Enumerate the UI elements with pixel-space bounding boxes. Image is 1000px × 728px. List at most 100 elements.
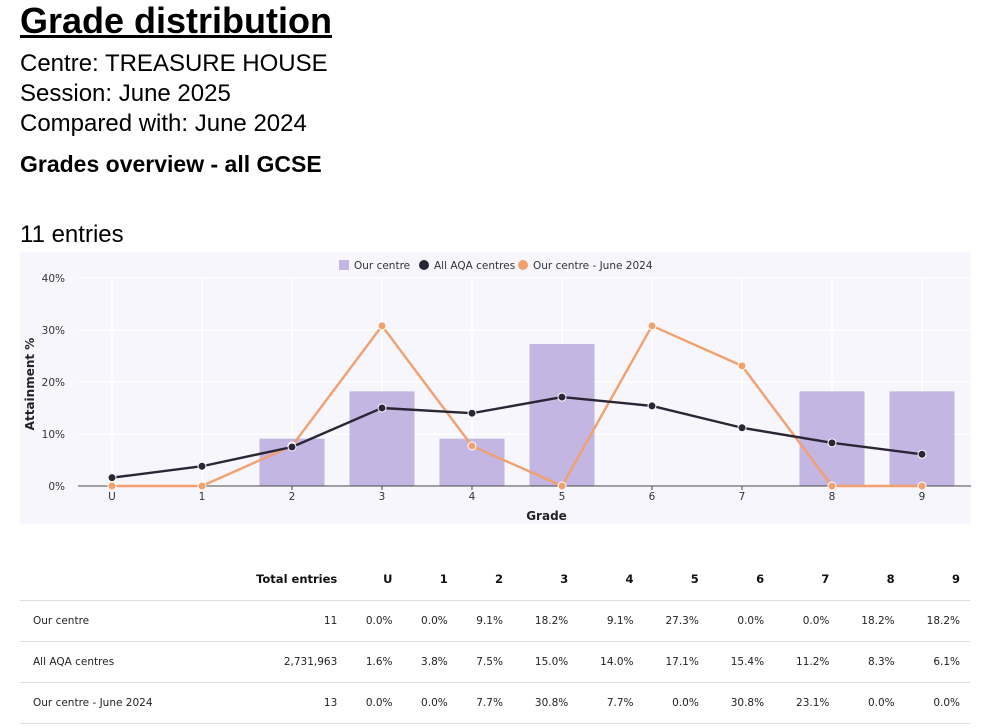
- table-cell: 0.0%: [708, 600, 775, 642]
- x-tick-label: 4: [469, 491, 476, 503]
- table-row: All AQA centres 2,731,963 1.6% 3.8% 7.5% 15.0…: [20, 641, 970, 683]
- table-cell: 17.1%: [643, 641, 709, 683]
- table-cell: 7.7%: [457, 682, 513, 724]
- section-heading: Grades overview - all GCSE: [20, 151, 322, 177]
- table-cell: 0.0%: [347, 600, 403, 642]
- y-axis-title: Attainment %: [23, 338, 37, 431]
- all-aqa-point: [107, 473, 117, 483]
- x-tick-label: 2: [289, 491, 296, 503]
- table-cell: 30.8%: [512, 682, 579, 724]
- page-title: Grade distribution: [20, 0, 333, 41]
- table-cell: 0.0%: [347, 682, 403, 724]
- session-label: Session: June 2025: [20, 80, 231, 107]
- y-tick-label: 20%: [42, 377, 65, 389]
- june-2024-line: [112, 324, 922, 488]
- header-cell: U: [347, 558, 403, 601]
- all-aqa-line: [111, 395, 923, 479]
- legend-label: All AQA centres: [434, 260, 515, 272]
- x-tick-label: 6: [649, 491, 656, 503]
- table-cell: 18.2%: [904, 600, 970, 642]
- table-cell: 0.0%: [839, 682, 905, 724]
- x-axis-title: Grade: [526, 509, 567, 523]
- all-aqa-point: [287, 442, 297, 452]
- header-cell: 7: [774, 558, 840, 601]
- table-cell: 8.3%: [839, 641, 905, 683]
- table-cell: 15.4%: [708, 641, 775, 683]
- row-label: All AQA centres: [20, 641, 210, 683]
- header-cell: 8: [839, 558, 905, 601]
- header-cell: 4: [578, 558, 644, 601]
- table-cell: 14.0%: [578, 641, 644, 683]
- legend-bar-swatch: [339, 260, 349, 270]
- june-2024-point: [197, 481, 207, 491]
- all-aqa-point: [827, 438, 837, 448]
- y-tick-label: 30%: [42, 325, 65, 337]
- june-2024-point: [467, 441, 477, 451]
- table-cell: 0.0%: [402, 600, 458, 642]
- compared-label: Compared with: June 2024: [20, 110, 307, 137]
- x-tick-label: 9: [919, 491, 926, 503]
- june-2024-point: [107, 481, 117, 491]
- table-cell: 3.8%: [402, 641, 458, 683]
- x-tick-label: 1: [199, 491, 206, 503]
- y-tick-label: 40%: [42, 273, 65, 285]
- all-aqa-point: [467, 408, 477, 418]
- table-row: Our centre 11 0.0% 0.0% 9.1% 18.2% 9.1% 27.3% 0.…: [20, 600, 970, 642]
- all-aqa-point: [737, 423, 747, 433]
- legend-prev-swatch: [518, 260, 528, 270]
- june-2024-point: [917, 481, 927, 491]
- all-aqa-point: [557, 392, 567, 402]
- grade-chart: 0% 10% 20% 30% 40% U 1 2 3 4 5 6 7 8 9 Grade Attainment …: [20, 252, 971, 524]
- bar-our-centre: [889, 391, 955, 486]
- header-cell: 5: [643, 558, 709, 601]
- table-cell: 27.3%: [643, 600, 709, 642]
- table-cell: 18.2%: [839, 600, 905, 642]
- table-cell: 7.7%: [578, 682, 644, 724]
- all-aqa-point: [197, 461, 207, 471]
- header-cell: 3: [512, 558, 579, 601]
- june-2024-point: [737, 361, 747, 371]
- table-cell: 18.2%: [512, 600, 579, 642]
- header-cell: Total entries: [210, 558, 348, 601]
- table-cell: 0.0%: [904, 682, 970, 724]
- all-aqa-point: [377, 403, 387, 413]
- header-cell-empty: [20, 558, 210, 601]
- bar-our-centre: [529, 344, 595, 486]
- table-cell: 9.1%: [578, 600, 644, 642]
- y-tick-label: 10%: [42, 429, 65, 441]
- table-cell: 11.2%: [774, 641, 840, 683]
- table-body: Our centre 11 0.0% 0.0% 9.1% 18.2% 9.1% 27.3% 0.…: [20, 600, 970, 724]
- table-cell: 1.6%: [347, 641, 403, 683]
- table-cell: 13: [210, 682, 348, 724]
- june-2024-point: [557, 481, 567, 491]
- row-label: Our centre - June 2024: [20, 682, 210, 724]
- grades-table: Total entries U 1 2 3 4 5 6 7 8 9 Our centre 11 0.0%…: [20, 558, 970, 724]
- x-tick-label: 7: [739, 491, 746, 503]
- x-tick-label: 3: [379, 491, 386, 503]
- table-cell: 0.0%: [402, 682, 458, 724]
- all-aqa-point: [647, 401, 657, 411]
- y-tick-label: 0%: [48, 481, 65, 493]
- table-cell: 23.1%: [774, 682, 840, 724]
- x-tick-label: 8: [829, 491, 836, 503]
- all-aqa-point: [917, 449, 927, 459]
- chart-legend: Our centre All AQA centres Our centre - Ju…: [339, 260, 653, 272]
- table-cell: 2,731,963: [210, 641, 348, 683]
- header-cell: 6: [708, 558, 775, 601]
- x-tick-label: U: [108, 491, 116, 503]
- centre-label: Centre: TREASURE HOUSE: [20, 50, 328, 77]
- table-header-row: Total entries U 1 2 3 4 5 6 7 8 9: [20, 558, 970, 601]
- legend-aqa-swatch: [419, 260, 429, 270]
- legend-label: Our centre - June 2024: [533, 260, 653, 272]
- table-cell: 0.0%: [774, 600, 840, 642]
- entries-count: 11 entries: [20, 221, 124, 248]
- table-row: Our centre - June 2024 13 0.0% 0.0% 7.7% 30.8…: [20, 682, 970, 724]
- header-cell: 9: [904, 558, 970, 601]
- table-cell: 30.8%: [708, 682, 775, 724]
- x-tick-label: 5: [559, 491, 566, 503]
- june-2024-point: [647, 321, 657, 331]
- table-cell: 11: [210, 600, 348, 642]
- legend-label: Our centre: [354, 260, 410, 272]
- table-cell: 6.1%: [904, 641, 970, 683]
- table-cell: 7.5%: [457, 641, 513, 683]
